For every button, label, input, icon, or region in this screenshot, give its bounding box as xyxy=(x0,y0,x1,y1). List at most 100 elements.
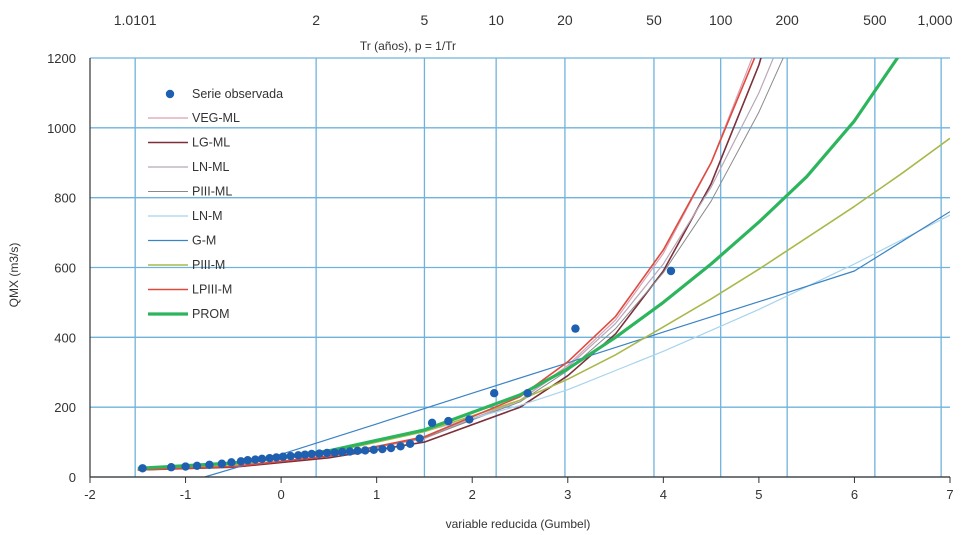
top-tick-label: 200 xyxy=(775,12,799,28)
top-axis-label: Tr (años), p = 1/Tr xyxy=(360,39,456,53)
top-tick-label: 2 xyxy=(312,12,320,28)
axes: 0 200 400 600 800 1000 1200 -2 -1 0 1 2 3 4 5 6 7 1.0101 2… xyxy=(47,12,954,502)
observed-point xyxy=(405,439,415,449)
legend-label: VEG-ML xyxy=(192,111,240,125)
x-tick-label: 1 xyxy=(373,487,380,502)
x-tick-label: -2 xyxy=(84,487,96,502)
observed-point xyxy=(396,442,405,451)
series-line-ln-m xyxy=(137,214,950,471)
legend-item-lg-ml: LG-ML xyxy=(148,136,230,150)
x-tick-label: 4 xyxy=(660,487,667,502)
observed-point xyxy=(361,446,370,455)
legend: Serie observada VEG-ML LG-ML LN-ML PIII-ML LN… xyxy=(148,87,283,321)
observed-point xyxy=(330,448,339,457)
top-tick-label: 20 xyxy=(557,12,573,28)
observed-point xyxy=(265,453,274,463)
observed-point xyxy=(278,452,288,461)
x-tick-label: 5 xyxy=(755,487,762,502)
observed-point xyxy=(415,434,424,443)
observed-point xyxy=(286,451,295,461)
legend-label: PIII-ML xyxy=(192,185,232,199)
observed-point xyxy=(353,446,362,456)
observed-point xyxy=(307,449,316,459)
x-axis-label: variable reducida (Gumbel) xyxy=(446,517,591,531)
observed-point xyxy=(294,451,303,460)
legend-item-serie-observada: Serie observada xyxy=(165,87,283,101)
legend-label: PROM xyxy=(192,307,230,321)
y-tick-label: 0 xyxy=(69,470,76,485)
observed-point xyxy=(523,389,532,398)
observed-point xyxy=(300,450,310,459)
top-tick-label: 100 xyxy=(709,12,733,28)
top-tick-label: 5 xyxy=(421,12,429,28)
y-axis-label: QMX (m3/s) xyxy=(7,243,21,308)
y-tick-label: 400 xyxy=(54,330,76,345)
y-tick-label: 800 xyxy=(54,191,76,206)
observed-point xyxy=(192,461,202,471)
top-tick-label: 10 xyxy=(488,12,504,28)
legend-label: LN-M xyxy=(192,209,223,223)
series-line-lg-ml xyxy=(137,58,762,471)
legend-item-prom: PROM xyxy=(148,307,230,321)
legend-item-piii-ml: PIII-ML xyxy=(148,185,232,199)
top-tick-label: 500 xyxy=(863,12,887,28)
observed-point xyxy=(205,460,214,469)
legend-label: G-M xyxy=(192,234,216,248)
legend-label: Serie observada xyxy=(192,87,283,101)
observed-point xyxy=(217,459,227,468)
top-tick-label: 1.0101 xyxy=(114,12,157,28)
observed-point xyxy=(490,389,499,398)
observed-point xyxy=(322,448,332,458)
observed-point xyxy=(666,266,676,276)
legend-label: LPIII-M xyxy=(192,283,232,297)
y-tick-label: 200 xyxy=(54,400,76,415)
observed-point xyxy=(427,418,437,428)
series-line-g-m xyxy=(204,211,950,477)
observed-point xyxy=(251,455,260,464)
y-tick-label: 1000 xyxy=(47,121,76,136)
legend-item-piii-m: PIII-M xyxy=(148,258,225,272)
top-tick-label: 50 xyxy=(646,12,662,28)
legend-item-lpiii-m: LPIII-M xyxy=(148,283,232,297)
legend-item-ln-ml: LN-ML xyxy=(148,160,230,174)
observed-point xyxy=(315,449,324,458)
series-line-piii-m xyxy=(137,137,950,471)
observed-point xyxy=(378,444,387,454)
observed-point xyxy=(167,463,176,472)
legend-item-ln-m: LN-M xyxy=(148,209,223,223)
legend-label: LG-ML xyxy=(192,136,230,150)
series-line-veg-ml xyxy=(137,58,753,471)
series-line-lpiii-m xyxy=(137,58,756,471)
legend-item-veg-ml: VEG-ML xyxy=(148,111,240,125)
x-tick-label: 2 xyxy=(469,487,476,502)
legend-label: LN-ML xyxy=(192,160,230,174)
observed-point xyxy=(345,447,355,456)
x-tick-label: -1 xyxy=(180,487,192,502)
observed-point xyxy=(257,454,267,464)
observed-point xyxy=(236,457,246,466)
y-tick-label: 1200 xyxy=(47,51,76,66)
top-tick-label: 1,000 xyxy=(917,12,952,28)
x-tick-label: 7 xyxy=(946,487,953,502)
observed-point xyxy=(465,415,474,424)
observed-points xyxy=(138,266,676,473)
observed-point xyxy=(338,447,347,457)
observed-point xyxy=(138,464,147,473)
observed-point xyxy=(369,445,378,454)
x-tick-label: 0 xyxy=(277,487,284,502)
legend-label: PIII-M xyxy=(192,258,225,272)
observed-point xyxy=(386,443,396,453)
observed-point xyxy=(243,456,252,465)
series-layer xyxy=(137,58,950,477)
legend-marker xyxy=(165,89,175,99)
observed-point xyxy=(227,458,236,467)
legend-item-g-m: G-M xyxy=(148,234,216,248)
observed-point xyxy=(444,416,453,426)
x-tick-label: 3 xyxy=(564,487,571,502)
observed-point xyxy=(181,462,190,471)
observed-point xyxy=(571,324,580,333)
y-tick-label: 600 xyxy=(54,261,76,276)
x-tick-label: 6 xyxy=(851,487,858,502)
observed-point xyxy=(272,453,281,462)
